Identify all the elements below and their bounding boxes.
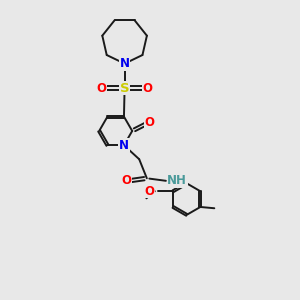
Text: O: O bbox=[142, 82, 152, 95]
Text: N: N bbox=[119, 139, 129, 152]
Text: O: O bbox=[145, 185, 155, 198]
Text: O: O bbox=[97, 82, 107, 95]
Text: O: O bbox=[121, 174, 131, 187]
Text: S: S bbox=[120, 82, 129, 95]
Text: NH: NH bbox=[167, 174, 187, 187]
Text: O: O bbox=[144, 116, 154, 129]
Text: N: N bbox=[120, 57, 130, 70]
